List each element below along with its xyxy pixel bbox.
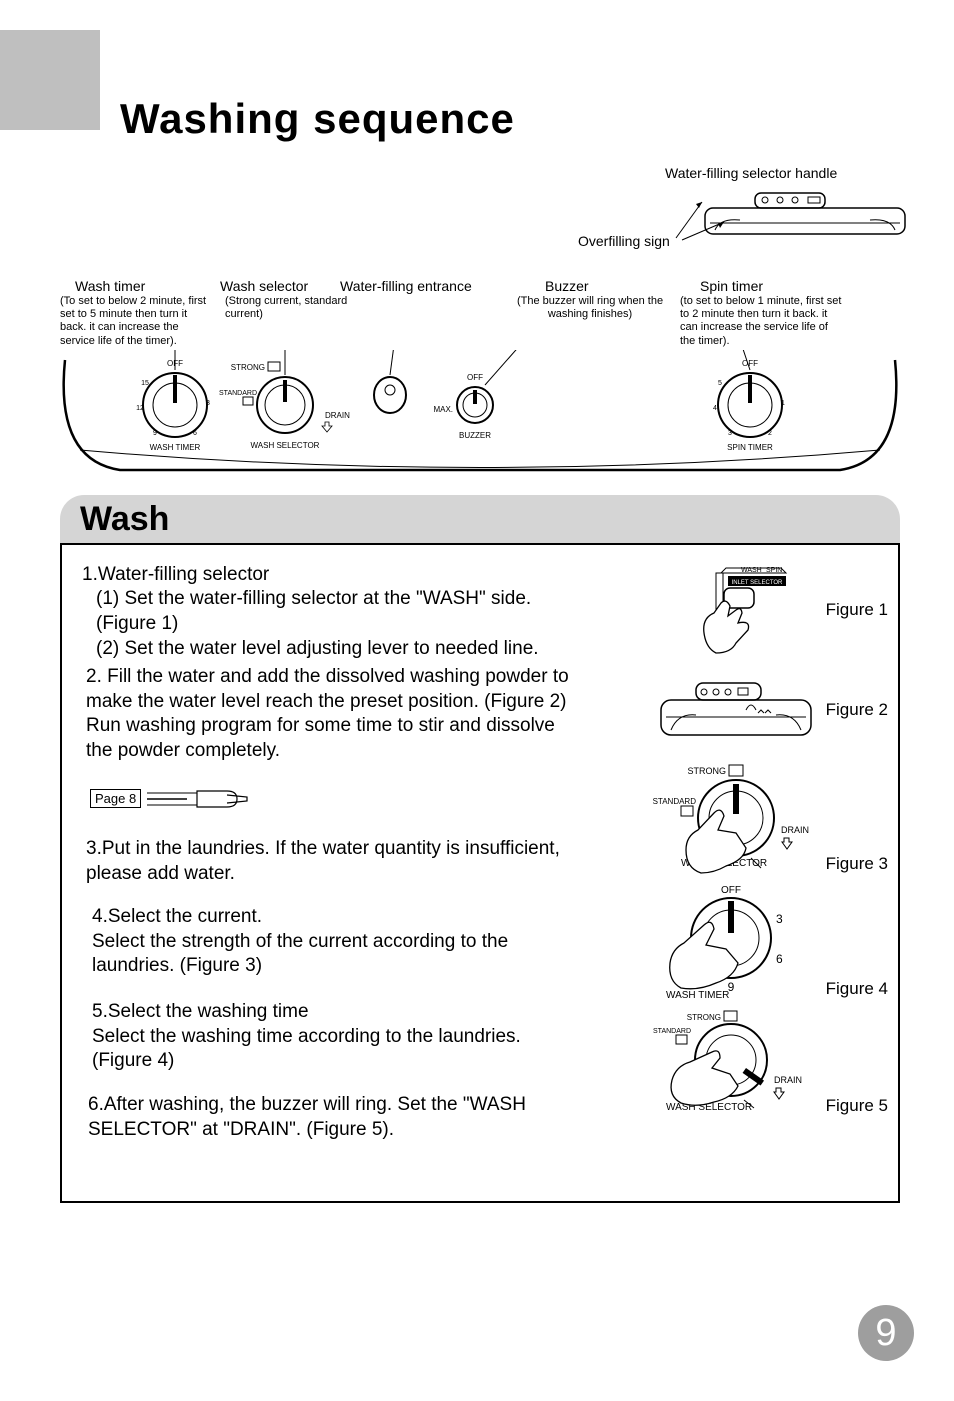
label-water-filling-entrance: Water-filling entrance	[340, 278, 472, 294]
svg-text:STANDARD: STANDARD	[653, 1028, 691, 1035]
step-1-line2: (2) Set the water level adjusting lever …	[96, 637, 606, 662]
note-spin-timer: (to set to below 1 minute, first set to …	[680, 295, 845, 348]
label-water-fill-selector-handle: Water-filling selector handle	[665, 165, 837, 181]
svg-text:MAX.: MAX.	[433, 405, 453, 414]
svg-text:SPIN TIMER: SPIN TIMER	[727, 443, 773, 452]
svg-text:DRAIN: DRAIN	[325, 411, 350, 420]
svg-text:OFF: OFF	[467, 373, 483, 382]
svg-text:STRONG: STRONG	[231, 363, 265, 372]
label-wash-timer: Wash timer	[75, 278, 145, 294]
step-4: 4.Select the current. Select the strengt…	[92, 905, 572, 979]
figure-3: STRONG STANDARD DRAIN WASH SELECTOR Figu…	[618, 755, 888, 880]
figure-1-caption: Figure 1	[826, 600, 888, 620]
svg-text:STRONG: STRONG	[687, 766, 726, 776]
svg-text:SPIN: SPIN	[766, 567, 782, 574]
svg-text:INLET SELECTOR: INLET SELECTOR	[731, 580, 782, 586]
note-wash-timer: (To set to below 2 minute, first set to …	[60, 295, 215, 348]
figure-2-caption: Figure 2	[826, 700, 888, 720]
pointing-hand-icon	[147, 785, 257, 813]
step-1-line1: (1) Set the water-filling selector at th…	[96, 587, 596, 636]
figure-2: Figure 2	[618, 665, 888, 755]
figure-4: OFF 3 6 9 12 WASH TIMER Figure 4	[618, 880, 888, 1005]
page-title: Washing sequence	[120, 95, 515, 143]
label-spin-timer: Spin timer	[700, 278, 763, 294]
svg-text:3: 3	[776, 912, 783, 926]
note-wash-selector: (Strong current, standard current)	[225, 295, 355, 321]
svg-text:15: 15	[141, 380, 149, 387]
step-1-title: 1.Water-filling selector	[82, 563, 602, 588]
svg-text:WASH: WASH	[741, 567, 762, 574]
gray-side-tab	[0, 30, 100, 130]
svg-text:STANDARD: STANDARD	[652, 797, 696, 806]
figure-3-caption: Figure 3	[826, 854, 888, 874]
svg-text:BUZZER: BUZZER	[459, 431, 491, 440]
figure-3-svg: STRONG STANDARD DRAIN WASH SELECTOR	[626, 758, 816, 878]
svg-text:9: 9	[153, 430, 157, 437]
svg-text:12: 12	[136, 405, 144, 412]
svg-text:OFF: OFF	[742, 359, 758, 368]
svg-text:6: 6	[193, 430, 197, 437]
step-2: 2. Fill the water and add the dissolved …	[86, 665, 576, 764]
svg-text:3: 3	[728, 430, 732, 437]
page-ref-text: Page 8	[95, 791, 136, 806]
control-panel-diagram: OFF 15 12 9 6 3 WASH TIMER STRONG STANDA…	[60, 350, 900, 490]
step-3: 3.Put in the laundries. If the water qua…	[86, 837, 576, 886]
figure-1-svg: WASH SPIN INLET SELECTOR	[666, 558, 816, 663]
svg-text:6: 6	[776, 952, 783, 966]
step-6: 6.After washing, the buzzer will ring. S…	[88, 1093, 598, 1142]
page-number: 9	[858, 1305, 914, 1361]
figure-5-caption: Figure 5	[826, 1096, 888, 1116]
label-wash-selector: Wash selector	[220, 278, 308, 294]
svg-text:OFF: OFF	[721, 885, 741, 896]
step-5: 5.Select the washing time Select the was…	[92, 1000, 562, 1074]
svg-text:WASH TIMER: WASH TIMER	[150, 443, 201, 452]
label-buzzer: Buzzer	[545, 278, 589, 294]
svg-text:STANDARD: STANDARD	[219, 390, 257, 397]
figure-2-svg	[656, 675, 816, 745]
svg-text:WASH SELECTOR: WASH SELECTOR	[251, 441, 320, 450]
wash-instructions-box: 1.Water-filling selector (1) Set the wat…	[60, 543, 900, 1203]
svg-text:1: 1	[781, 400, 785, 407]
wash-heading-row: Wash	[60, 495, 900, 543]
svg-text:3: 3	[206, 400, 210, 407]
wash-heading: Wash	[80, 500, 169, 539]
svg-text:5: 5	[718, 380, 722, 387]
svg-text:STRONG: STRONG	[686, 1013, 720, 1022]
page-8-ref: Page 8	[90, 789, 141, 808]
svg-text:2: 2	[768, 430, 772, 437]
figures-column: WASH SPIN INLET SELECTOR Figure 1	[618, 555, 888, 1120]
figure-1: WASH SPIN INLET SELECTOR Figure 1	[618, 555, 888, 665]
label-overfilling-sign: Overfilling sign	[578, 233, 670, 249]
figure-5-svg: STRONG STANDARD DRAIN WASH SELECTOR	[626, 1008, 816, 1118]
note-buzzer: (The buzzer will ring when the washing f…	[500, 295, 680, 321]
figure-4-svg: OFF 3 6 9 12 WASH TIMER	[626, 883, 816, 1003]
svg-text:4: 4	[713, 405, 717, 412]
figure-5: STRONG STANDARD DRAIN WASH SELECTOR Figu…	[618, 1005, 888, 1120]
svg-text:DRAIN: DRAIN	[781, 825, 809, 835]
svg-text:DRAIN: DRAIN	[774, 1075, 802, 1085]
svg-text:WASH TIMER: WASH TIMER	[666, 990, 729, 1001]
mini-washer-top-diagram	[700, 188, 910, 238]
top-panel-annotations: Water-filling selector handle Overfillin…	[60, 160, 900, 480]
figure-4-caption: Figure 4	[826, 979, 888, 999]
leader-line	[680, 220, 730, 242]
